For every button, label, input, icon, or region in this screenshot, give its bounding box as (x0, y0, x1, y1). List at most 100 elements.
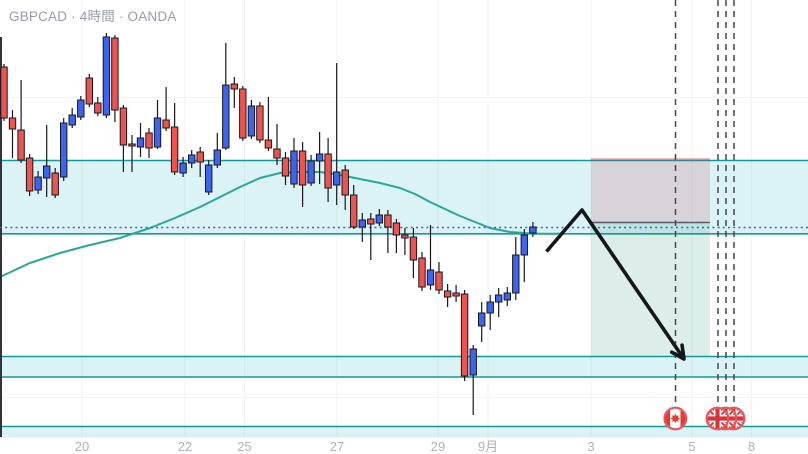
candle-body (188, 154, 196, 164)
gridlines (0, 0, 808, 438)
candle (290, 138, 298, 188)
candle-body (495, 294, 503, 303)
candle-body (230, 83, 239, 90)
candle-body (128, 143, 136, 147)
candle (367, 213, 375, 260)
candle-body (264, 139, 273, 149)
candle-body (256, 105, 264, 141)
candle-body (512, 254, 520, 294)
candle (205, 160, 213, 195)
candle-body (367, 218, 375, 225)
candle (452, 285, 460, 302)
position-tool[interactable] (591, 158, 710, 357)
candle-body (34, 176, 42, 191)
flag-ring (705, 406, 730, 431)
candle-body (375, 214, 384, 224)
candle (111, 35, 119, 122)
candle (401, 228, 409, 255)
arrow-head-icon (669, 343, 686, 361)
candle (341, 165, 349, 210)
candle-body (520, 234, 528, 256)
candle (34, 171, 42, 194)
candle-body (213, 149, 222, 166)
canada-right-band (680, 408, 686, 429)
candle-body (384, 214, 392, 228)
event-flag-uk-icon[interactable] (705, 406, 730, 431)
candle-body (119, 107, 128, 146)
candle (256, 102, 264, 143)
candle-body (486, 301, 494, 314)
candle (188, 150, 196, 168)
candle-body (298, 150, 307, 186)
x-axis-label: 25 (237, 439, 251, 454)
candle (85, 74, 93, 107)
candle (94, 97, 102, 116)
candle-body (341, 169, 349, 196)
candle (298, 142, 307, 207)
candle (409, 228, 418, 278)
candle-body (77, 99, 85, 118)
candle (358, 213, 367, 242)
candle (153, 100, 162, 149)
candle-body (247, 105, 256, 137)
candle-body (478, 312, 486, 327)
candle (333, 63, 341, 205)
candle (315, 132, 324, 184)
candle (495, 288, 503, 317)
candle-body (43, 165, 51, 179)
event-lines (674, 0, 735, 406)
candle (119, 105, 128, 172)
candle-body (435, 271, 443, 291)
candle-body (273, 148, 281, 159)
candle (375, 209, 384, 226)
candle-body (443, 290, 452, 298)
x-axis-label: 20 (75, 439, 89, 454)
candle (102, 33, 111, 118)
time-axis[interactable] (0, 438, 808, 454)
symbol-title[interactable]: GBPCAD · 4時間 · OANDA (9, 9, 177, 24)
candle-body (324, 153, 332, 189)
candle (179, 157, 187, 177)
candle (512, 237, 520, 300)
candle (162, 87, 170, 131)
candle-body (460, 293, 469, 377)
candle (213, 133, 222, 168)
event-flag-canada-icon[interactable] (663, 406, 688, 431)
candle (230, 77, 239, 108)
candle (426, 225, 435, 290)
candle (486, 295, 494, 330)
upper-resistance-zone[interactable] (0, 159, 808, 235)
candle (418, 252, 426, 291)
x-axis-label: 22 (178, 439, 192, 454)
upper-resistance-zone-fill (0, 160, 808, 234)
lower-support-zone-fill (0, 356, 808, 377)
projection-arrow[interactable] (545, 208, 686, 361)
candle-body (60, 122, 68, 178)
bottom-edge-zone[interactable] (0, 425, 808, 438)
arrow-shaft (545, 208, 686, 361)
candle-body (205, 164, 213, 193)
position-risk-box[interactable] (591, 159, 710, 223)
candle (247, 100, 256, 139)
candle (384, 210, 392, 253)
candle (128, 135, 136, 172)
candle-body (170, 126, 179, 173)
candle (435, 262, 443, 294)
candle (307, 155, 315, 186)
candle-body (452, 292, 460, 297)
candle (17, 80, 25, 163)
candle-body (469, 348, 477, 376)
lower-support-zone[interactable] (0, 355, 808, 378)
candle (170, 103, 179, 175)
candle-body (17, 129, 25, 161)
candle (264, 97, 273, 151)
candle-body (281, 157, 290, 177)
position-reward-box[interactable] (591, 222, 710, 357)
candle (460, 290, 469, 381)
x-axis-label: 8 (748, 439, 755, 454)
bottom-edge-zone-fill (0, 426, 808, 438)
candle-body (162, 119, 170, 129)
candle (196, 147, 204, 177)
candle-body (350, 194, 358, 228)
